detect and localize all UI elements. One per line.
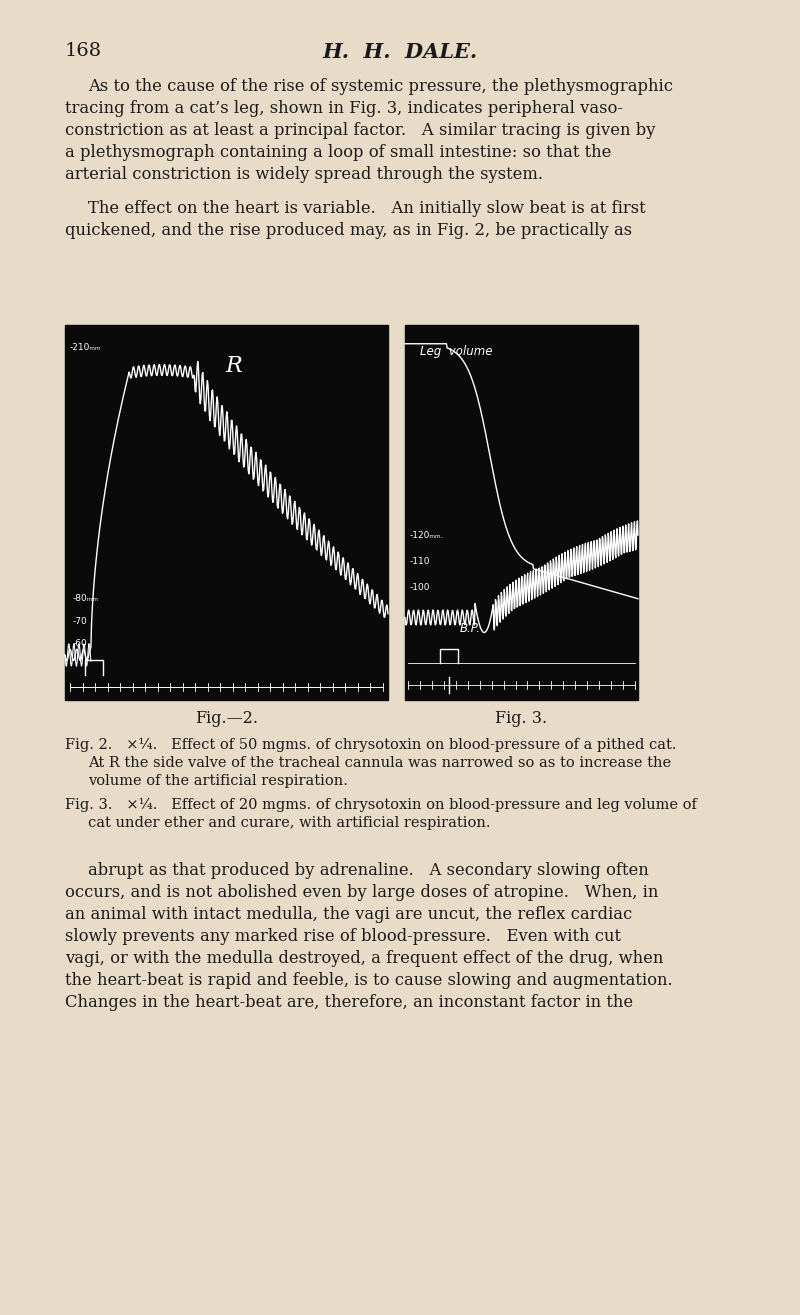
Text: an animal with intact medulla, the vagi are uncut, the reflex cardiac: an animal with intact medulla, the vagi … xyxy=(65,906,632,923)
Text: H.  H.  DALE.: H. H. DALE. xyxy=(322,42,478,62)
Text: cat under ether and curare, with artificial respiration.: cat under ether and curare, with artific… xyxy=(88,817,490,830)
Text: arterial constriction is widely spread through the system.: arterial constriction is widely spread t… xyxy=(65,166,543,183)
Text: Fig. 2.   ×¼.   Effect of 50 mgms. of chrysotoxin on blood-pressure of a pithed : Fig. 2. ×¼. Effect of 50 mgms. of chryso… xyxy=(65,738,677,752)
Text: At R the side valve of the tracheal cannula was narrowed so as to increase the: At R the side valve of the tracheal cann… xyxy=(88,756,671,771)
Text: volume of the artificial respiration.: volume of the artificial respiration. xyxy=(88,775,348,788)
Text: Fig. 3.: Fig. 3. xyxy=(495,710,547,727)
Text: B.P.: B.P. xyxy=(460,622,481,635)
Text: -70: -70 xyxy=(73,617,88,626)
Text: Fig.—2.: Fig.—2. xyxy=(195,710,258,727)
Text: -120ₘₘ.: -120ₘₘ. xyxy=(410,530,445,539)
Text: abrupt as that produced by adrenaline.   A secondary slowing often: abrupt as that produced by adrenaline. A… xyxy=(88,863,649,878)
Bar xyxy=(65,325,388,700)
Text: quickened, and the rise produced may, as in Fig. 2, be practically as: quickened, and the rise produced may, as… xyxy=(65,222,632,239)
Text: tracing from a cat’s leg, shown in Fig. 3, indicates peripheral vaso-: tracing from a cat’s leg, shown in Fig. … xyxy=(65,100,623,117)
Text: vagi, or with the medulla destroyed, a frequent effect of the drug, when: vagi, or with the medulla destroyed, a f… xyxy=(65,949,663,967)
Text: -60: -60 xyxy=(73,639,88,648)
Text: 168: 168 xyxy=(65,42,102,60)
Text: a plethysmograph containing a loop of small intestine: so that the: a plethysmograph containing a loop of sm… xyxy=(65,145,611,160)
Text: -100: -100 xyxy=(410,583,430,592)
Text: constriction as at least a principal factor.   A similar tracing is given by: constriction as at least a principal fac… xyxy=(65,122,655,139)
Text: Leg  volume: Leg volume xyxy=(420,345,493,358)
Text: occurs, and is not abolished even by large doses of atropine.   When, in: occurs, and is not abolished even by lar… xyxy=(65,884,658,901)
Text: Changes in the heart-beat are, therefore, an inconstant factor in the: Changes in the heart-beat are, therefore… xyxy=(65,994,633,1011)
Text: -210ₘₘ: -210ₘₘ xyxy=(70,343,102,352)
Text: The effect on the heart is variable.   An initially slow beat is at first: The effect on the heart is variable. An … xyxy=(88,200,646,217)
Bar xyxy=(405,325,638,700)
Text: As to the cause of the rise of systemic pressure, the plethysmographic: As to the cause of the rise of systemic … xyxy=(88,78,673,95)
Text: Fig. 3.   ×¼.   Effect of 20 mgms. of chrysotoxin on blood-pressure and leg volu: Fig. 3. ×¼. Effect of 20 mgms. of chryso… xyxy=(65,798,697,813)
Text: R: R xyxy=(225,355,242,377)
Text: slowly prevents any marked rise of blood-pressure.   Even with cut: slowly prevents any marked rise of blood… xyxy=(65,928,621,945)
Text: the heart-beat is rapid and feeble, is to cause slowing and augmentation.: the heart-beat is rapid and feeble, is t… xyxy=(65,972,673,989)
Text: -110: -110 xyxy=(410,556,430,565)
Text: -80ₘₘ: -80ₘₘ xyxy=(73,594,99,604)
